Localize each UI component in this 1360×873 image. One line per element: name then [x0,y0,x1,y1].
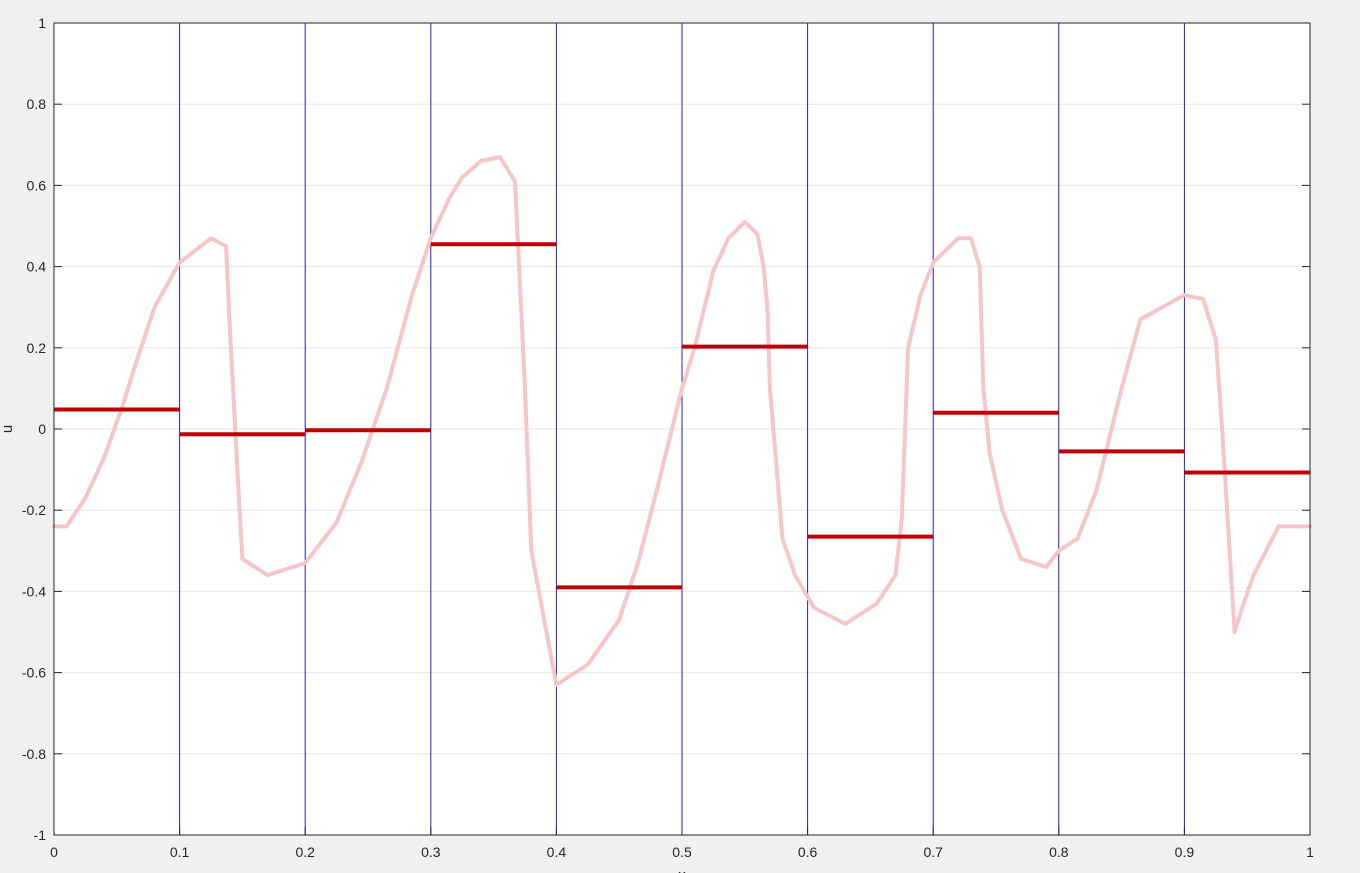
y-tick-label: -0.2 [22,502,46,518]
y-tick-label: 0.2 [27,340,47,356]
x-tick-label: 0.5 [672,844,692,860]
x-axis-label: x [678,867,686,873]
y-tick-label: 0.8 [27,96,47,112]
y-tick-label: 0.4 [27,259,47,275]
y-tick-label: 1 [38,15,46,31]
y-axis-label: u [0,425,16,433]
x-tick-label: 0.6 [798,844,818,860]
x-tick-label: 0.4 [547,844,567,860]
curve-layer [52,155,1312,687]
x-tick-label: 0.7 [923,844,943,860]
y-tick-label: -0.4 [22,583,46,599]
y-tick-label: -0.6 [22,665,46,681]
x-tick-label: 1 [1306,844,1314,860]
x-tick-label: 0 [50,844,58,860]
x-tick-label: 0.2 [295,844,315,860]
x-tick-label: 0.3 [421,844,441,860]
x-tick-label: 0.1 [170,844,190,860]
cell-averages [54,242,1310,590]
y-tick-label: 0.6 [27,177,47,193]
x-tick-label: 0.9 [1175,844,1195,860]
y-tick-label: -1 [34,827,47,843]
solution-curve [52,155,1312,687]
y-tick-label: 0 [38,421,46,437]
x-tick-label: 0.8 [1049,844,1069,860]
tick-layer: -1 -0.8 -0.6 -0.4 -0.2 0 0.2 0.4 0.6 0.8 1 0 0.1 0.2 0… [22,15,1314,860]
y-tick-label: -0.8 [22,746,46,762]
